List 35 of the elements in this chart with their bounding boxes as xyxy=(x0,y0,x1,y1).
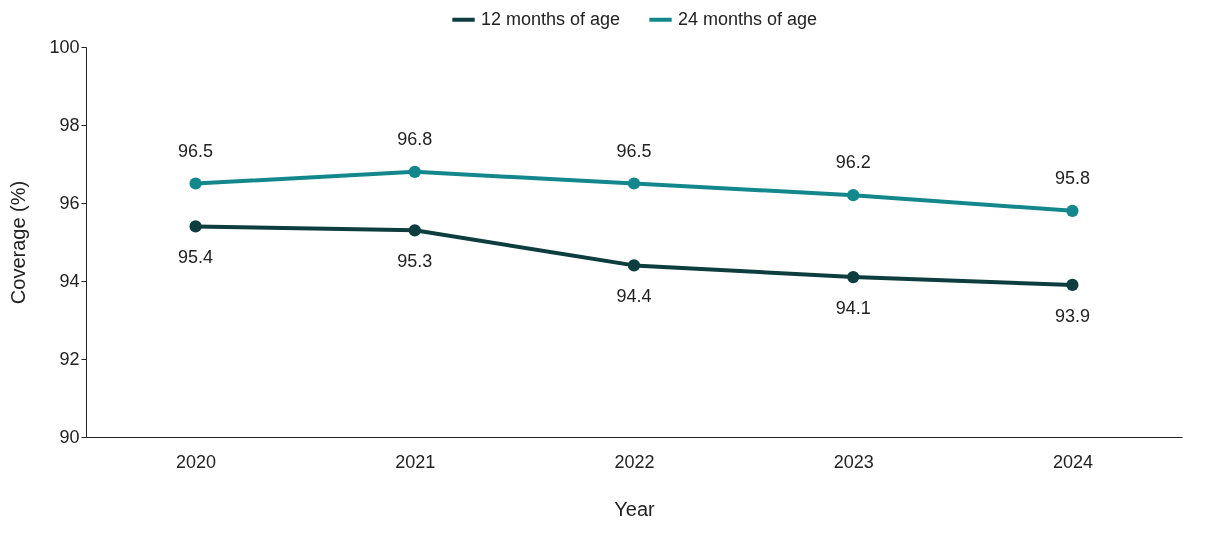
data-label: 96.8 xyxy=(397,128,433,149)
point xyxy=(847,270,860,284)
data-label: 95.8 xyxy=(1054,167,1090,188)
point xyxy=(627,177,641,190)
data-label: 94.1 xyxy=(835,298,871,319)
data-label: 96.2 xyxy=(835,152,871,173)
legend-label: 12 months of age xyxy=(481,8,621,29)
y-axis-title: Coverage (%) xyxy=(7,180,30,305)
y-tick-label: 94 xyxy=(59,270,80,291)
point xyxy=(627,259,641,272)
data-label: 96.5 xyxy=(616,140,652,161)
x-tick-label: 2021 xyxy=(395,451,436,472)
point xyxy=(1066,278,1079,292)
y-tick-label: 100 xyxy=(49,36,80,57)
legend-label: 24 months of age xyxy=(678,8,818,29)
y-tick-label: 96 xyxy=(59,192,80,213)
point xyxy=(189,220,202,233)
data-label: 96.5 xyxy=(178,140,214,161)
x-axis-title: Year xyxy=(614,497,656,520)
data-label: 93.9 xyxy=(1054,305,1090,326)
point xyxy=(408,165,421,178)
y-tick-label: 92 xyxy=(59,348,80,369)
point xyxy=(847,189,860,202)
data-label: 94.4 xyxy=(616,286,652,307)
point xyxy=(408,224,421,237)
point xyxy=(189,177,202,190)
data-label: 95.4 xyxy=(178,247,214,268)
x-tick-label: 2022 xyxy=(614,451,655,472)
y-tick-label: 98 xyxy=(59,114,80,135)
x-tick-label: 2023 xyxy=(833,451,874,472)
x-tick-label: 2020 xyxy=(176,451,217,472)
point xyxy=(1066,204,1079,217)
y-tick-label: 90 xyxy=(59,426,80,447)
x-tick-label: 2024 xyxy=(1052,451,1093,472)
data-label: 95.3 xyxy=(397,251,433,272)
